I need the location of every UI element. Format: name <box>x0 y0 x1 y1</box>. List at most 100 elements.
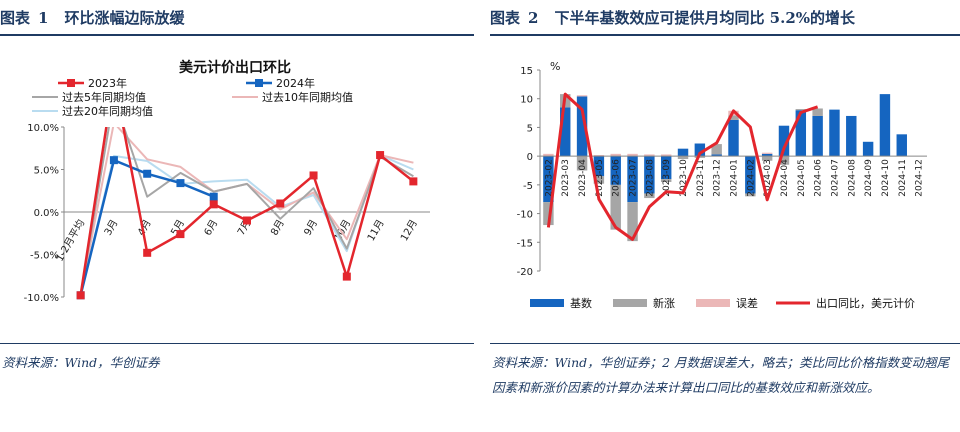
chart2-y-unit: % <box>550 60 560 73</box>
chart2-legend: 基数 新涨 误差 出口同比，美元计价 <box>530 296 915 310</box>
chart1-xtick-label-1: 3月 <box>102 218 121 238</box>
chart1-xtick-label-6: 8月 <box>268 218 287 238</box>
chart2-legend-label-2: 误差 <box>736 296 758 310</box>
figure-1-bottom-rule <box>0 343 474 344</box>
chart2-ytick-label-7: -20 <box>517 267 533 278</box>
chart2-xtick-label-17: 2024-07 <box>830 159 840 197</box>
chart2-xtick-label-5: 2023-07 <box>629 159 639 197</box>
chart2-bar-1-16 <box>812 108 823 116</box>
chart2-legend-swatch-0 <box>530 299 564 307</box>
chart1-title: 美元计价出口环比 <box>179 59 291 76</box>
chart2-bar-2-0 <box>543 153 554 157</box>
chart2-xtick-label-18: 2024-08 <box>847 159 857 197</box>
chart1-point-s0-7 <box>309 171 318 180</box>
figure-1-panel: 图表 1 环比涨幅边际放缓 美元计价出口环比 2023年 2024年 过去5年同期均值 过去… <box>0 0 474 432</box>
chart2-xtick-label-8: 2023-10 <box>679 159 689 197</box>
chart2-bar-0-14 <box>778 125 790 157</box>
chart2-bar-0-0 <box>543 156 554 203</box>
chart1-legend-label-2: 过去5年同期均值 <box>62 90 146 104</box>
chart2-bar-0-12 <box>745 156 756 194</box>
chart2-bar-0-16 <box>812 115 823 157</box>
chart1-point-s0-10 <box>409 177 418 186</box>
chart2-legend-label-3: 出口同比，美元计价 <box>816 296 915 310</box>
chart2-bar-2-5 <box>627 153 638 157</box>
chart2-bar-0-10 <box>711 154 722 157</box>
chart2-xtick-label-22: 2024-12 <box>915 159 925 197</box>
chart2-xtick-label-9: 2023-11 <box>696 159 706 197</box>
chart2-bar-1-2 <box>576 156 588 171</box>
chart1-ytick-label-3: -5.0% <box>30 251 59 262</box>
chart1-point-s0-4 <box>209 200 218 209</box>
chart2-bar-0-17 <box>829 109 840 157</box>
chart1-ytick-label-2: 0.0% <box>34 208 59 219</box>
figure-2-top-rule <box>490 34 960 36</box>
chart2-bar-1-0 <box>543 202 554 226</box>
chart2-bar-0-11 <box>728 119 739 157</box>
chart2-bar-2-3 <box>593 154 605 157</box>
figure-2-number: 2 <box>528 9 539 27</box>
chart2-xtick-label-2: 2023-04 <box>578 159 588 197</box>
chart2-bar-1-3 <box>593 176 605 184</box>
chart2-yoy-line <box>546 92 819 241</box>
chart2-xtick-label-19: 2024-09 <box>864 159 874 197</box>
chart2-bar-0-21 <box>896 134 907 157</box>
chart1-xtick-label-9: 11月 <box>365 218 387 244</box>
chart2-bar-2-13 <box>761 152 773 154</box>
chart2-bar-0-13 <box>761 153 773 157</box>
chart2-xtick-label-0: 2023-02 <box>544 159 554 197</box>
figure-1-heading: 环比涨幅边际放缓 <box>64 9 185 27</box>
chart2-xtick-label-14: 2024-04 <box>780 159 790 197</box>
chart2-ytick-label-4: -5 <box>523 181 533 192</box>
chart2-bar-1-13 <box>761 156 773 161</box>
chart2-bar-0-20 <box>879 94 891 157</box>
chart2-xtick-label-21: 2024-11 <box>898 159 908 197</box>
chart2-bar-1-5 <box>627 202 638 242</box>
chart1-series-line-2 <box>79 127 414 296</box>
figure-2-heading: 下半年基数效应可提供月均同比 5.2%的增长 <box>554 9 856 27</box>
chart2-xtick-label-20: 2024-10 <box>881 159 891 197</box>
chart1-point-s0-5 <box>243 216 251 225</box>
figure-1-number: 1 <box>38 9 49 27</box>
chart1-point-s0-8 <box>342 272 351 281</box>
chart1-point-s1-3 <box>176 179 185 188</box>
chart1-ytick-label-4: -10.0% <box>24 293 59 304</box>
chart2-bar-1-12 <box>745 193 756 197</box>
figure-2-panel: 图表 2 下半年基数效应可提供月均同比 5.2%的增长 % 15 10 5 0 -5 -10 -1… <box>490 0 960 432</box>
chart2-bar-0-5 <box>627 156 638 203</box>
chart2-bar-1-15 <box>795 109 807 111</box>
figure-1-source: 资料来源：Wind，华创证券 <box>2 355 160 370</box>
chart2-bar-1-6 <box>644 193 655 199</box>
figure-2-bottom-rule <box>490 343 960 344</box>
chart2-xtick-label-16: 2024-06 <box>814 159 824 197</box>
chart2-xtick-label-10: 2023-12 <box>713 159 723 197</box>
chart2-xtick-label-7: 2023-09 <box>662 159 672 197</box>
chart2-bar-1-4 <box>610 184 621 230</box>
chart2-bar-0-19 <box>862 141 874 157</box>
chart2-bar-1-10 <box>711 144 722 155</box>
figure-2-label: 图表 <box>490 9 521 27</box>
chart1-point-s0-6 <box>276 199 285 208</box>
chart1-xtick-label-0: 1-2月平均 <box>54 218 88 264</box>
chart2-bar-0-18 <box>846 115 857 157</box>
chart1-legend-marker-0 <box>67 79 75 87</box>
figure-2-title: 图表 2 下半年基数效应可提供月均同比 5.2%的增长 <box>490 7 855 28</box>
chart1-ytick-label-0: 10.0% <box>27 123 59 134</box>
chart2-xtick-label-1: 2023-03 <box>561 159 571 197</box>
chart1-xtick-label-4: 6月 <box>202 218 221 238</box>
chart1-xtick-label-7: 9月 <box>302 218 321 238</box>
chart2-xtick-label-15: 2024-05 <box>797 159 807 197</box>
chart2-bar-1-7 <box>660 179 672 182</box>
figure-2-source: 资料来源：Wind，华创证券；2 月数据误差大，略去；类比同比价格指数变动翘尾因… <box>492 355 950 395</box>
chart1-point-s1-2 <box>143 169 152 178</box>
chart1-legend-marker-1 <box>255 79 263 87</box>
chart2-legend-swatch-1 <box>613 299 647 307</box>
chart2-bar-0-15 <box>795 110 807 157</box>
chart1-point-s0-0 <box>76 291 85 300</box>
chart1-legend-label-0: 2023年 <box>88 76 127 90</box>
figure-1-top-rule <box>0 34 474 36</box>
chart1-legend-label-1: 2024年 <box>276 76 315 90</box>
chart2-bar-0-7 <box>660 156 672 180</box>
chart2-bar-0-2 <box>576 96 588 157</box>
chart2-legend-swatch-2 <box>696 299 730 307</box>
